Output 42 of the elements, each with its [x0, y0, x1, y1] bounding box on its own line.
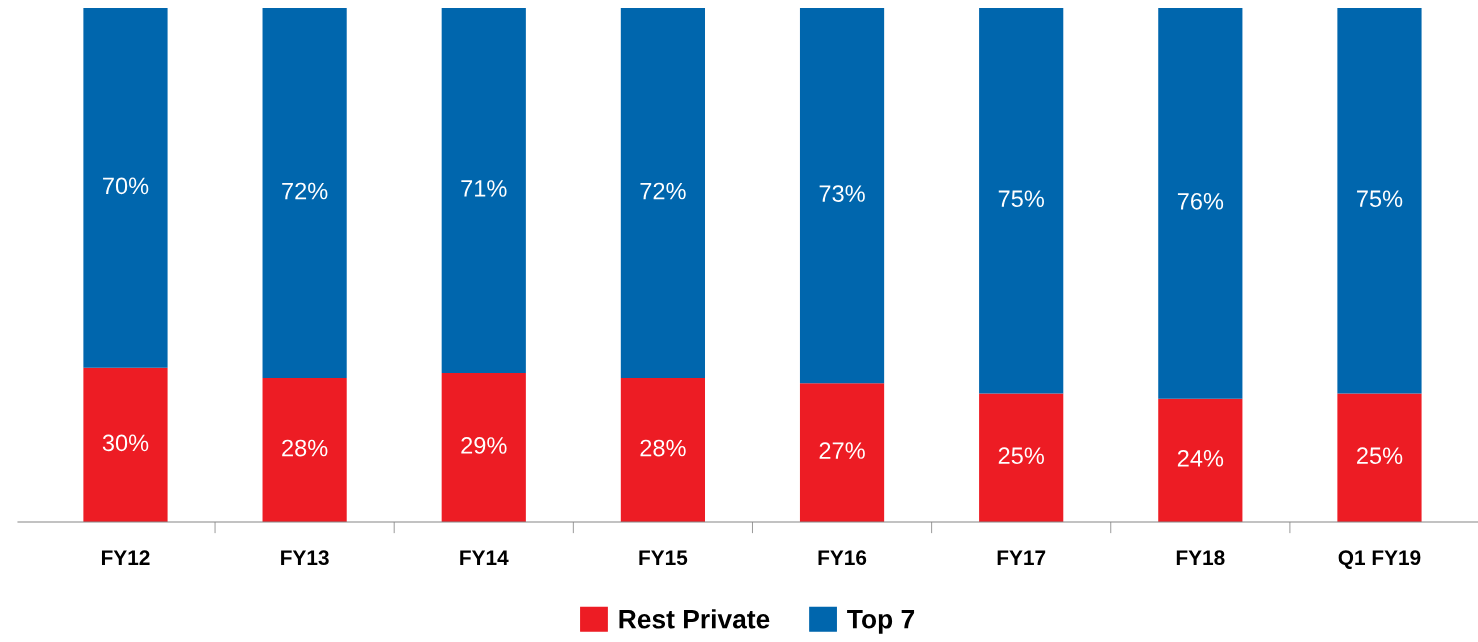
bar	[620, 8, 706, 379]
data-label: 28%	[640, 439, 686, 457]
data-label: 72%	[640, 182, 686, 200]
data-label: 73%	[819, 185, 865, 202]
x-tick-label: FY16	[818, 550, 867, 566]
data-label: 72%	[282, 182, 328, 200]
x-tick-label: FY15	[639, 550, 688, 566]
bar	[799, 8, 885, 384]
x-tick-label: Q1 FY19	[1338, 550, 1421, 569]
bar	[1158, 398, 1243, 522]
bar	[83, 8, 168, 368]
data-label: 28%	[282, 439, 328, 457]
data-label: 25%	[998, 447, 1044, 465]
data-label: 25%	[1357, 447, 1403, 465]
bar	[1337, 393, 1422, 522]
x-tick-label: FY17	[997, 550, 1046, 565]
legend-label: Top 7	[847, 610, 915, 634]
bar	[979, 8, 1064, 394]
x-tick-label: FY13	[281, 550, 329, 566]
x-tick-label: FY18	[1176, 550, 1225, 566]
x-tick-label: FY14	[460, 550, 509, 565]
data-label: 70%	[103, 177, 149, 195]
data-label: 29%	[461, 437, 507, 454]
bar	[441, 8, 526, 373]
bar	[441, 372, 526, 522]
bar	[83, 367, 168, 522]
bar	[1337, 8, 1422, 394]
bar	[799, 383, 885, 522]
data-label: 71%	[461, 180, 507, 197]
data-label: 75%	[1357, 190, 1403, 208]
data-label: 30%	[102, 434, 149, 452]
data-label: 75%	[998, 190, 1044, 208]
data-label: 27%	[819, 442, 865, 459]
bar	[262, 8, 347, 379]
bar	[979, 393, 1064, 522]
bar	[262, 378, 347, 522]
data-label: 76%	[1177, 192, 1224, 210]
bar	[1158, 8, 1243, 399]
legend-label: Rest Private	[619, 609, 770, 629]
bar	[620, 378, 706, 522]
data-label: 24%	[1177, 449, 1224, 467]
x-tick-label: FY12	[101, 550, 150, 565]
